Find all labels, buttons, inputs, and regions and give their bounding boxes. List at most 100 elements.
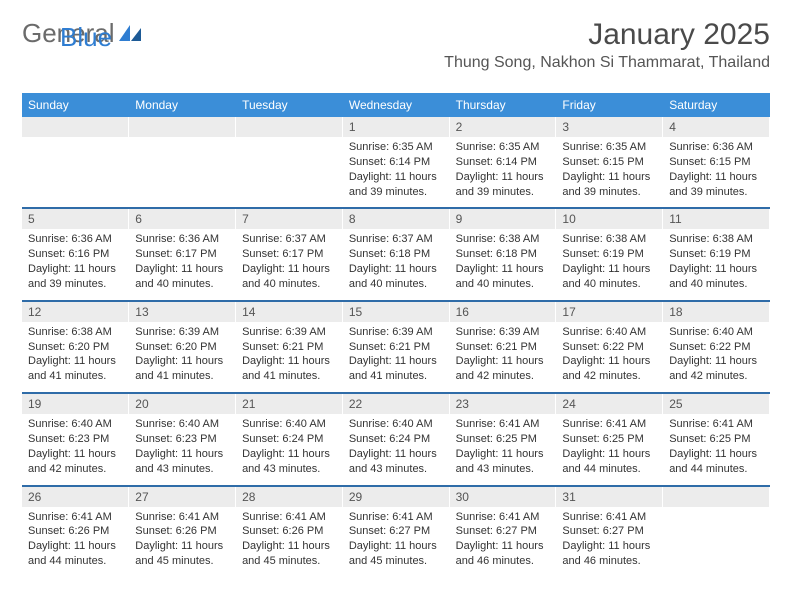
sunrise: Sunrise: 6:40 AM xyxy=(135,417,229,432)
date-cell: 17 xyxy=(556,301,663,322)
daylight-line1: Daylight: 11 hours xyxy=(242,539,336,554)
daylight-line2: and 40 minutes. xyxy=(669,277,763,292)
date-cell: 8 xyxy=(342,208,449,229)
day-info-cell: Sunrise: 6:37 AMSunset: 6:18 PMDaylight:… xyxy=(342,229,449,300)
day-info-cell: Sunrise: 6:40 AMSunset: 6:22 PMDaylight:… xyxy=(663,322,770,393)
date-cell: 22 xyxy=(342,393,449,414)
day-info-cell: Sunrise: 6:37 AMSunset: 6:17 PMDaylight:… xyxy=(236,229,343,300)
sunrise: Sunrise: 6:39 AM xyxy=(349,325,443,340)
sunrise: Sunrise: 6:38 AM xyxy=(562,232,656,247)
daylight-line1: Daylight: 11 hours xyxy=(242,354,336,369)
date-cell: 15 xyxy=(342,301,449,322)
sunrise: Sunrise: 6:40 AM xyxy=(669,325,763,340)
date-cell: 26 xyxy=(22,486,129,507)
day-info-cell: Sunrise: 6:41 AMSunset: 6:27 PMDaylight:… xyxy=(342,507,449,577)
day-info-cell: Sunrise: 6:36 AMSunset: 6:17 PMDaylight:… xyxy=(129,229,236,300)
day-info-cell: Sunrise: 6:38 AMSunset: 6:20 PMDaylight:… xyxy=(22,322,129,393)
date-cell: 21 xyxy=(236,393,343,414)
date-cell: 9 xyxy=(449,208,556,229)
day-info-cell: Sunrise: 6:39 AMSunset: 6:21 PMDaylight:… xyxy=(236,322,343,393)
day-header: Friday xyxy=(556,93,663,117)
daylight-line1: Daylight: 11 hours xyxy=(28,262,122,277)
day-header: Sunday xyxy=(22,93,129,117)
sunset: Sunset: 6:27 PM xyxy=(456,524,550,539)
daylight-line2: and 46 minutes. xyxy=(456,554,550,569)
sunset: Sunset: 6:15 PM xyxy=(669,155,763,170)
sunset: Sunset: 6:19 PM xyxy=(669,247,763,262)
day-info-cell xyxy=(22,137,129,208)
daylight-line2: and 46 minutes. xyxy=(562,554,656,569)
date-cell: 28 xyxy=(236,486,343,507)
daylight-line2: and 41 minutes. xyxy=(135,369,229,384)
day-info-cell: Sunrise: 6:41 AMSunset: 6:26 PMDaylight:… xyxy=(129,507,236,577)
sunset: Sunset: 6:25 PM xyxy=(669,432,763,447)
daylight-line1: Daylight: 11 hours xyxy=(28,354,122,369)
sunrise: Sunrise: 6:35 AM xyxy=(349,140,443,155)
sunrise: Sunrise: 6:38 AM xyxy=(669,232,763,247)
date-cell: 16 xyxy=(449,301,556,322)
sunrise: Sunrise: 6:41 AM xyxy=(562,510,656,525)
date-cell: 29 xyxy=(342,486,449,507)
day-info-cell: Sunrise: 6:41 AMSunset: 6:25 PMDaylight:… xyxy=(449,414,556,485)
sunset: Sunset: 6:22 PM xyxy=(562,340,656,355)
sunset: Sunset: 6:14 PM xyxy=(349,155,443,170)
sunset: Sunset: 6:27 PM xyxy=(562,524,656,539)
daylight-line2: and 44 minutes. xyxy=(28,554,122,569)
date-cell: 20 xyxy=(129,393,236,414)
sunset: Sunset: 6:17 PM xyxy=(242,247,336,262)
day-info-cell: Sunrise: 6:35 AMSunset: 6:14 PMDaylight:… xyxy=(449,137,556,208)
daylight-line1: Daylight: 11 hours xyxy=(456,539,550,554)
daylight-line2: and 41 minutes. xyxy=(242,369,336,384)
day-info-cell: Sunrise: 6:41 AMSunset: 6:26 PMDaylight:… xyxy=(22,507,129,577)
date-cell: 7 xyxy=(236,208,343,229)
daylight-line1: Daylight: 11 hours xyxy=(562,539,656,554)
sunrise: Sunrise: 6:40 AM xyxy=(28,417,122,432)
date-cell: 4 xyxy=(663,117,770,137)
day-info-cell: Sunrise: 6:40 AMSunset: 6:23 PMDaylight:… xyxy=(22,414,129,485)
day-info-cell: Sunrise: 6:41 AMSunset: 6:25 PMDaylight:… xyxy=(663,414,770,485)
sunset: Sunset: 6:25 PM xyxy=(456,432,550,447)
day-info-cell: Sunrise: 6:35 AMSunset: 6:15 PMDaylight:… xyxy=(556,137,663,208)
date-cell: 25 xyxy=(663,393,770,414)
sunrise: Sunrise: 6:36 AM xyxy=(669,140,763,155)
daylight-line2: and 45 minutes. xyxy=(135,554,229,569)
daylight-line1: Daylight: 11 hours xyxy=(135,354,229,369)
day-info-cell: Sunrise: 6:40 AMSunset: 6:23 PMDaylight:… xyxy=(129,414,236,485)
date-cell: 23 xyxy=(449,393,556,414)
sunset: Sunset: 6:23 PM xyxy=(135,432,229,447)
daylight-line1: Daylight: 11 hours xyxy=(669,170,763,185)
sunrise: Sunrise: 6:41 AM xyxy=(349,510,443,525)
sunrise: Sunrise: 6:37 AM xyxy=(242,232,336,247)
daylight-line2: and 40 minutes. xyxy=(456,277,550,292)
daylight-line2: and 42 minutes. xyxy=(456,369,550,384)
date-cell: 5 xyxy=(22,208,129,229)
sunrise: Sunrise: 6:41 AM xyxy=(28,510,122,525)
sunset: Sunset: 6:21 PM xyxy=(349,340,443,355)
daylight-line2: and 43 minutes. xyxy=(135,462,229,477)
day-info-cell: Sunrise: 6:35 AMSunset: 6:14 PMDaylight:… xyxy=(342,137,449,208)
daylight-line2: and 41 minutes. xyxy=(28,369,122,384)
day-info-cell: Sunrise: 6:41 AMSunset: 6:26 PMDaylight:… xyxy=(236,507,343,577)
date-cell xyxy=(663,486,770,507)
day-header: Wednesday xyxy=(342,93,449,117)
date-cell: 3 xyxy=(556,117,663,137)
daylight-line2: and 40 minutes. xyxy=(135,277,229,292)
date-cell: 27 xyxy=(129,486,236,507)
daylight-line1: Daylight: 11 hours xyxy=(349,447,443,462)
daylight-line1: Daylight: 11 hours xyxy=(456,447,550,462)
sunrise: Sunrise: 6:40 AM xyxy=(562,325,656,340)
daylight-line2: and 41 minutes. xyxy=(349,369,443,384)
sunset: Sunset: 6:20 PM xyxy=(28,340,122,355)
day-info-cell: Sunrise: 6:36 AMSunset: 6:16 PMDaylight:… xyxy=(22,229,129,300)
sunrise: Sunrise: 6:38 AM xyxy=(28,325,122,340)
sunrise: Sunrise: 6:39 AM xyxy=(242,325,336,340)
day-info-cell xyxy=(663,507,770,577)
day-info-cell: Sunrise: 6:38 AMSunset: 6:18 PMDaylight:… xyxy=(449,229,556,300)
date-cell: 1 xyxy=(342,117,449,137)
daylight-line2: and 43 minutes. xyxy=(349,462,443,477)
sunset: Sunset: 6:23 PM xyxy=(28,432,122,447)
sunrise: Sunrise: 6:36 AM xyxy=(28,232,122,247)
date-cell: 14 xyxy=(236,301,343,322)
sunrise: Sunrise: 6:40 AM xyxy=(349,417,443,432)
day-info-cell: Sunrise: 6:40 AMSunset: 6:22 PMDaylight:… xyxy=(556,322,663,393)
